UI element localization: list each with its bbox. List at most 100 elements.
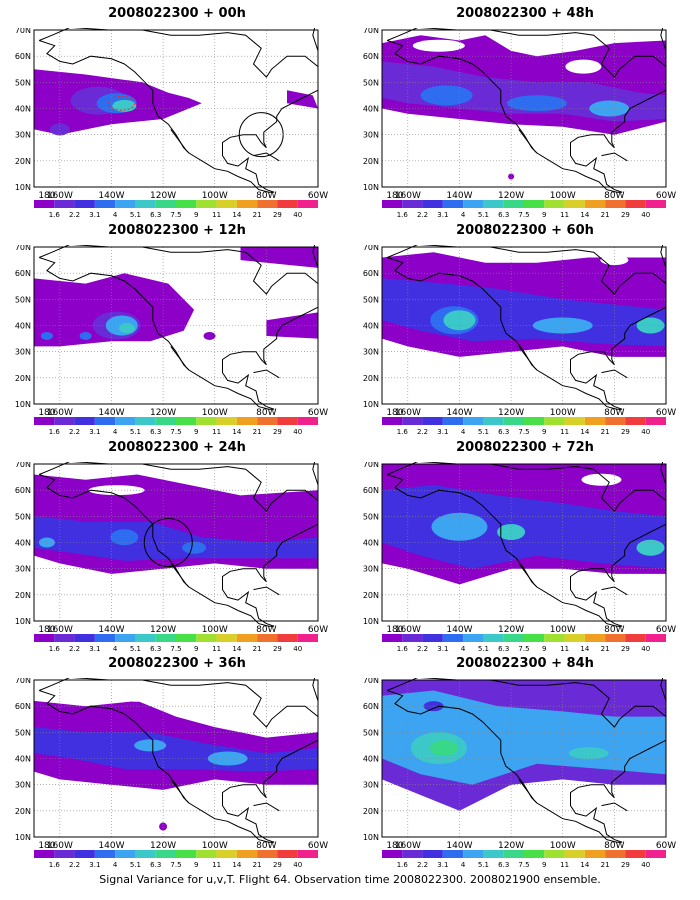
colorbar-swatch [402, 634, 423, 642]
lon-tick-label: 80W [256, 191, 276, 201]
colorbar: 1.6 2.2 3.1 4 5.1 6.3 7.5 9 11 14 21 29 40 [382, 417, 666, 436]
colorbar-label: 9 [542, 861, 546, 869]
colorbar-swatch [645, 417, 666, 425]
lon-tick-label: 60W [308, 408, 328, 418]
colorbar-label: 14 [232, 211, 241, 219]
panel-84h: 2008022300 + 84h 70N 60N 50N 40N 30N 20N 10N 18… [360, 656, 690, 874]
colorbar-swatch [115, 200, 136, 208]
lat-tick-label: 70N [15, 28, 31, 35]
lat-tick-label: 30N [363, 131, 379, 140]
lon-tick-label: 180 [38, 841, 55, 851]
coastline [312, 28, 319, 52]
coastline [312, 678, 319, 702]
lon-tick-label: 140W [446, 841, 472, 851]
lat-tick-label: 20N [15, 591, 31, 600]
lat-tick-label: 50N [363, 512, 379, 521]
colorbar-label: 7.5 [518, 428, 529, 436]
lon-tick-label: 160W [47, 191, 73, 201]
variance-field [382, 252, 666, 357]
colorbar-swatch [605, 634, 626, 642]
colorbar-label: 4 [113, 211, 118, 219]
variance-contour [636, 539, 665, 556]
lat-tick-label: 70N [15, 678, 31, 685]
colorbar-label: 1.6 [49, 211, 61, 219]
coastline [387, 462, 667, 627]
variance-field [34, 247, 318, 347]
colorbar-label: 21 [601, 861, 610, 869]
colorbar-swatch [297, 850, 318, 858]
colorbar-label: 5.1 [130, 861, 141, 869]
variance-field [34, 474, 318, 574]
colorbar-swatch [74, 417, 95, 425]
colorbar-swatch [74, 634, 95, 642]
colorbar-swatch [74, 200, 95, 208]
colorbar-swatch [236, 634, 258, 642]
lat-tick-label: 10N [15, 833, 31, 842]
colorbar-swatch [645, 850, 666, 858]
coastline [387, 678, 667, 843]
coastline [387, 28, 667, 193]
colorbar-label: 3.1 [437, 645, 448, 653]
variance-contour [506, 95, 567, 112]
lat-tick-label: 10N [15, 400, 31, 409]
coastline [387, 474, 623, 627]
colorbar-label: 9 [194, 428, 198, 436]
variance-contour [79, 331, 92, 340]
lat-tick-label: 70N [363, 28, 379, 35]
colorbar-label: 9 [542, 645, 546, 653]
lon-tick-label: 60W [656, 841, 676, 851]
lat-tick-label: 60N [363, 486, 379, 495]
lon-tick-label: 60W [656, 191, 676, 201]
colorbar-label: 9 [194, 861, 198, 869]
colorbar-label: 1.6 [397, 645, 409, 653]
lat-tick-label: 40N [15, 539, 31, 548]
colorbar-swatch [94, 634, 116, 642]
colorbar-swatch [605, 850, 626, 858]
colorbar-label: 29 [273, 428, 282, 436]
colorbar-label: 2.2 [69, 645, 80, 653]
colorbar-label: 3.1 [437, 211, 448, 219]
variance-field [34, 689, 318, 831]
colorbar-swatch [625, 200, 646, 208]
map-frame [33, 679, 319, 838]
colorbar-swatch [503, 200, 524, 208]
colorbar-label: 5.1 [478, 211, 489, 219]
lat-tick-label: 40N [363, 539, 379, 548]
colorbar-swatch [176, 850, 197, 858]
colorbar-swatch [544, 634, 565, 642]
coastline [601, 369, 628, 379]
colorbar-label: 21 [253, 428, 262, 436]
colorbar-swatch [524, 634, 545, 642]
variance-contour [182, 541, 207, 554]
colorbar-swatch [382, 200, 403, 208]
lat-tick-label: 30N [15, 565, 31, 574]
lon-tick-label: 160W [47, 841, 73, 851]
panel-title: 2008022300 + 00h [108, 6, 246, 21]
lon-tick-label: 140W [446, 408, 472, 418]
colorbar-label: 29 [273, 645, 282, 653]
colorbar-label: 3.1 [437, 428, 448, 436]
colorbar-swatch [54, 417, 75, 425]
lon-tick-label: 140W [98, 841, 124, 851]
lat-tick-label: 50N [15, 512, 31, 521]
colorbar-swatch [216, 200, 237, 208]
colorbar: 1.6 2.2 3.1 4 5.1 6.3 7.5 9 11 14 21 29 40 [34, 634, 318, 653]
colorbar-label: 21 [253, 645, 262, 653]
colorbar-label: 40 [293, 861, 302, 869]
variance-contour [382, 484, 666, 569]
coastline [601, 802, 628, 812]
colorbar: 1.6 2.2 3.1 4 5.1 6.3 7.5 9 11 14 21 29 40 [382, 200, 666, 219]
colorbar-swatch [645, 200, 666, 208]
colorbar-label: 11 [560, 211, 569, 219]
lat-tick-label: 30N [363, 348, 379, 357]
lon-tick-label: 100W [550, 408, 576, 418]
lon-tick-label: 180 [38, 408, 55, 418]
lat-tick-label: 30N [363, 565, 379, 574]
colorbar-swatch [442, 634, 464, 642]
colorbar-swatch [176, 634, 197, 642]
panel-title: 2008022300 + 72h [456, 440, 594, 455]
lon-tick-label: 80W [256, 408, 276, 418]
colorbar-swatch [94, 417, 116, 425]
lon-tick-label: 160W [47, 408, 73, 418]
colorbar-swatch [34, 417, 55, 425]
